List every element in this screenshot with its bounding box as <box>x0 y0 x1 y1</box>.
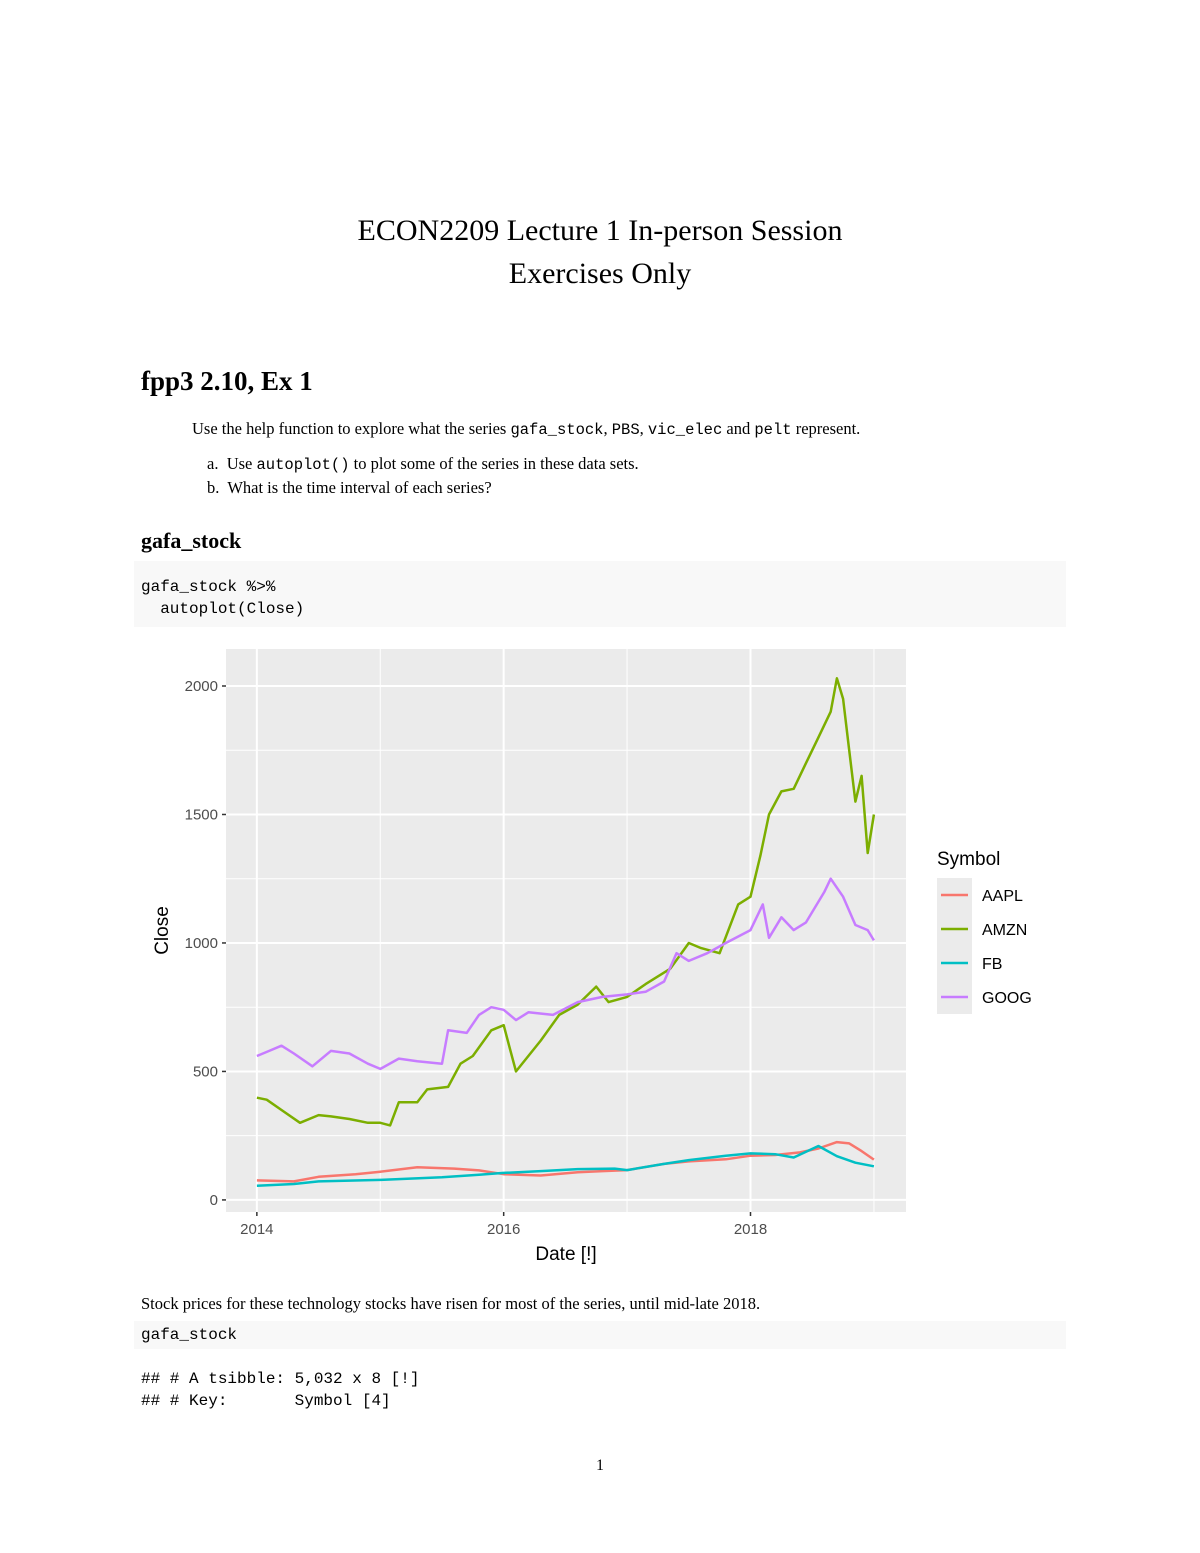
x-tick-label: 2018 <box>734 1221 767 1238</box>
y-tick-label: 500 <box>193 1063 218 1080</box>
y-tick-label: 1000 <box>185 935 218 952</box>
x-axis-label: Date [!] <box>535 1244 596 1265</box>
intro-text: represent. <box>791 419 861 438</box>
plot-panel <box>226 649 906 1212</box>
list-text: Use <box>226 454 257 473</box>
intro-text: and <box>722 419 755 438</box>
inline-code: pelt <box>754 421 792 439</box>
code-text: gafa_stock <box>141 1326 238 1344</box>
document-title: ECON2209 Lecture 1 In-person Session <box>357 214 843 247</box>
series-line-goog <box>256 877 875 1071</box>
y-tick-label: 0 <box>210 1192 218 1209</box>
document-subtitle: Exercises Only <box>508 257 692 290</box>
list-item: b. What is the time interval of each ser… <box>207 478 492 498</box>
subheading: gafa_stock <box>141 528 242 553</box>
list-item: a. Use autoplot() to plot some of the se… <box>207 454 639 474</box>
series-line-amzn <box>256 677 876 1127</box>
section-heading: fpp3 2.10, Ex 1 <box>141 366 313 396</box>
y-axis-label: Close <box>152 906 173 955</box>
intro-paragraph: Use the help function to explore what th… <box>192 419 860 439</box>
y-tick-label: 1500 <box>185 806 218 823</box>
stock-close-chart: 0 500 1000 1500 2000 2014 2016 2018 Date [!] Clos… <box>152 649 1032 1265</box>
intro-text: , <box>603 419 612 438</box>
legend-label: GOOG <box>982 990 1032 1007</box>
inline-code: PBS <box>611 421 640 439</box>
code-output: ## # A tsibble: 5,032 x 8 [!] ## # Key: … <box>141 1368 419 1412</box>
inline-code: gafa_stock <box>510 421 604 439</box>
intro-text: , <box>639 419 648 438</box>
legend-title: Symbol <box>937 849 1000 870</box>
inline-code: vic_elec <box>647 421 723 439</box>
list-text: to plot some of the series in these data… <box>349 454 639 473</box>
y-tick-label: 2000 <box>185 678 218 695</box>
caption-paragraph: Stock prices for these technology stocks… <box>141 1294 761 1313</box>
page-number: 1 <box>596 1457 604 1474</box>
list-marker: b. <box>207 478 220 497</box>
legend-label: AMZN <box>982 922 1027 939</box>
legend-label: AAPL <box>982 888 1023 905</box>
x-tick-label: 2016 <box>487 1221 520 1238</box>
output-line: ## # Key: Symbol [4] <box>141 1392 391 1410</box>
legend-label: FB <box>982 956 1002 973</box>
x-tick-label: 2014 <box>240 1221 273 1238</box>
code-block: gafa_stock <box>134 1321 1066 1349</box>
list-marker: a. <box>207 454 219 473</box>
series-line-fb <box>256 1144 875 1188</box>
code-text: gafa_stock %>% autoplot(Close) <box>141 578 305 618</box>
output-line: ## # A tsibble: 5,032 x 8 [!] <box>141 1370 420 1388</box>
intro-text: Use the help function to explore what th… <box>192 419 511 438</box>
code-block: gafa_stock %>% autoplot(Close) <box>134 561 1066 627</box>
inline-code: autoplot() <box>256 456 350 474</box>
list-text: What is the time interval of each series… <box>227 478 492 497</box>
